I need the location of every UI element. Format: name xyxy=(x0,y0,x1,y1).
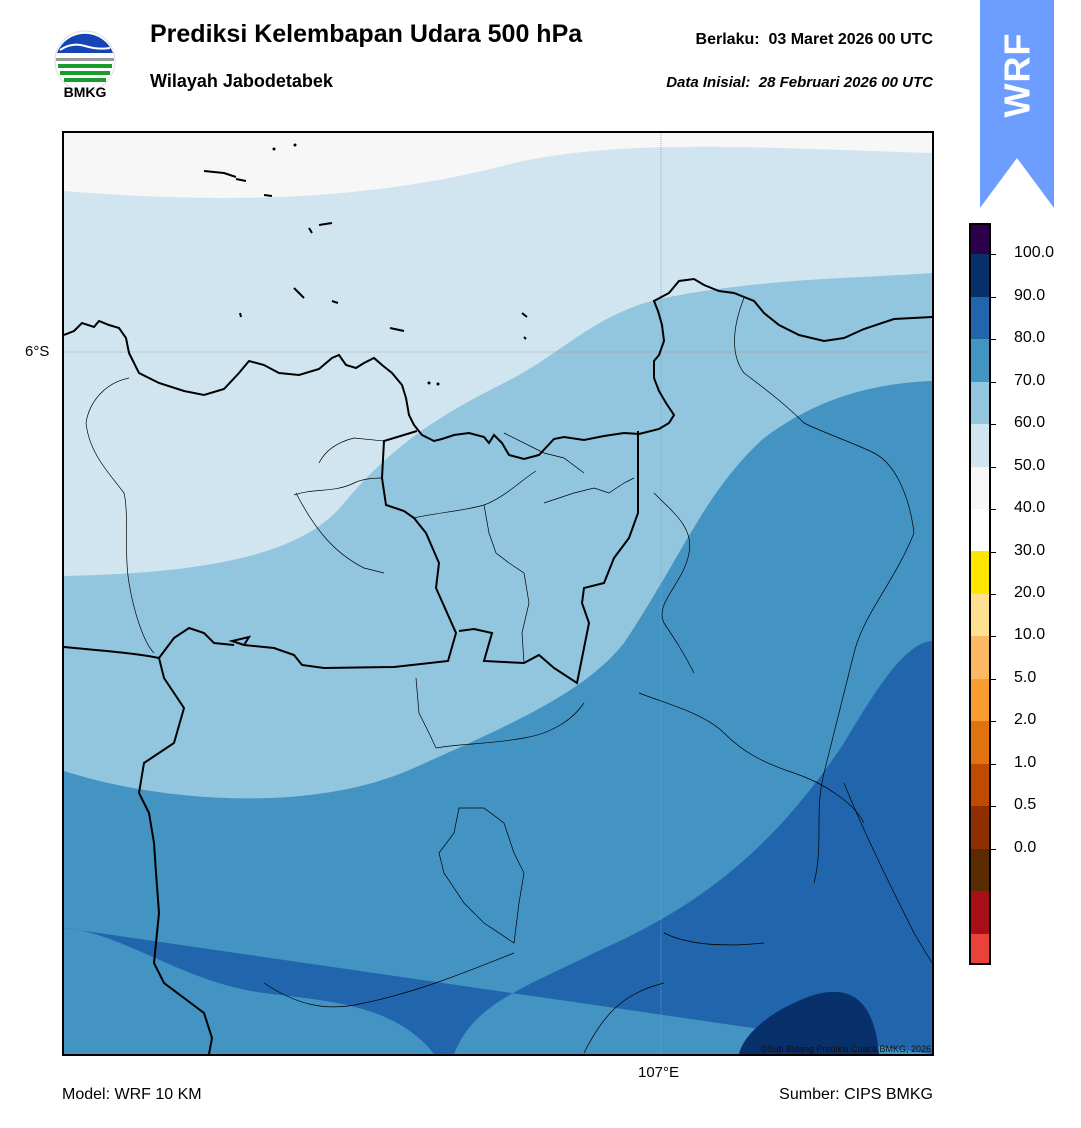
colorbar-tick xyxy=(989,594,996,595)
colorbar-segment xyxy=(971,636,989,679)
colorbar-segment xyxy=(971,848,989,892)
regency-boundaries xyxy=(85,297,932,1054)
colorbar-segment xyxy=(971,551,989,594)
colorbar-label: 90.0 xyxy=(1014,286,1046,304)
colorbar-segment xyxy=(971,763,989,807)
colorbar-tick xyxy=(989,339,996,341)
colorbar-label: 70.0 xyxy=(1014,371,1046,389)
colorbar-tick xyxy=(989,551,996,553)
colorbar-tick xyxy=(989,763,996,765)
map-credit: ©Sub Bidang Prediksi Cuaca BMKG, 2026 xyxy=(760,1044,931,1054)
island xyxy=(293,143,297,147)
colorbar xyxy=(969,223,991,965)
province-boundary xyxy=(64,646,160,659)
colorbar-label: 100.0 xyxy=(1014,244,1055,262)
model-label: Model: WRF 10 KM xyxy=(62,1086,202,1103)
island xyxy=(235,178,247,182)
island xyxy=(293,287,339,304)
page-title: Prediksi Kelembapan Udara 500 hPa xyxy=(150,20,583,48)
colorbar-segment xyxy=(971,891,989,934)
colorbar-segment xyxy=(971,381,989,425)
colorbar-tick xyxy=(989,848,996,850)
colorbar-segment xyxy=(971,225,989,255)
colorbar-label: 80.0 xyxy=(1014,329,1046,347)
wrf-badge-icon xyxy=(980,0,1054,208)
longitude-label: 107°E xyxy=(638,1064,680,1081)
colorbar-label: 60.0 xyxy=(1014,414,1046,432)
colorbar-label: 0.5 xyxy=(1014,796,1037,814)
wrf-badge-text: WRF xyxy=(996,32,1037,118)
colorbar-tick xyxy=(989,381,996,383)
island xyxy=(203,170,237,178)
humidity-map xyxy=(62,131,934,1056)
logo-text: BMKG xyxy=(63,84,107,100)
latitude-label: 6°S xyxy=(25,343,50,360)
province-boundary xyxy=(137,626,235,1054)
source-label: Sumber: CIPS BMKG xyxy=(779,1086,933,1103)
colorbar-segment xyxy=(971,806,989,849)
colorbar-tick xyxy=(989,721,996,723)
colorbar-tick xyxy=(989,636,996,638)
colorbar-segment xyxy=(971,296,989,340)
colorbar-segment xyxy=(971,721,989,764)
bmkg-logo-icon xyxy=(54,30,116,92)
colorbar-segment xyxy=(971,933,989,963)
colorbar-tick xyxy=(989,424,996,426)
colorbar-segment xyxy=(971,254,989,297)
colorbar-label: 20.0 xyxy=(1014,584,1046,601)
coastline xyxy=(64,277,932,461)
colorbar-segment xyxy=(971,509,989,552)
valid-label: Berlaku: xyxy=(695,31,760,48)
init-label: Data Inisial: xyxy=(666,74,751,91)
island xyxy=(308,222,333,234)
colorbar-tick xyxy=(989,466,996,468)
colorbar-label: 30.0 xyxy=(1014,541,1046,559)
map-canvas xyxy=(64,133,932,1054)
island xyxy=(263,194,273,197)
colorbar-label: 10.0 xyxy=(1014,626,1046,644)
colorbar-tick xyxy=(989,296,996,298)
island xyxy=(436,382,440,386)
page-subtitle: Wilayah Jabodetabek xyxy=(150,71,333,91)
colorbar-segment xyxy=(971,339,989,382)
colorbar-tick xyxy=(989,509,996,511)
colorbar-label: 5.0 xyxy=(1014,668,1037,686)
valid-time-value: 03 Maret 2026 00 UTC xyxy=(768,31,933,48)
colorbar-label: 50.0 xyxy=(1014,456,1046,474)
band-80-90 xyxy=(64,641,932,1054)
init-time-value: 28 Februari 2026 00 UTC xyxy=(758,74,933,91)
colorbar-label: 40.0 xyxy=(1014,499,1046,517)
colorbar-tick xyxy=(989,678,996,680)
province-boundary xyxy=(458,431,639,685)
band-90-100 xyxy=(739,991,879,1054)
province-boundary xyxy=(228,430,458,670)
valid-time: Berlaku: 03 Maret 2026 00 UTC xyxy=(696,31,933,49)
colorbar-segment xyxy=(971,424,989,467)
wrf-badge: WRF xyxy=(980,0,1054,150)
init-time: Data Inisial: 28 Februari 2026 00 UTC xyxy=(666,74,933,91)
colorbar-segment xyxy=(971,466,989,509)
colorbar-label: 2.0 xyxy=(1014,711,1037,729)
colorbar-segment xyxy=(971,678,989,722)
colorbar-segment xyxy=(971,593,989,637)
colorbar-tick xyxy=(989,254,996,256)
colorbar-label: 1.0 xyxy=(1014,753,1037,771)
colorbar-tick xyxy=(989,806,996,808)
island xyxy=(427,381,431,385)
colorbar-label: 0.0 xyxy=(1014,838,1037,856)
island xyxy=(239,312,528,340)
island xyxy=(272,147,276,151)
